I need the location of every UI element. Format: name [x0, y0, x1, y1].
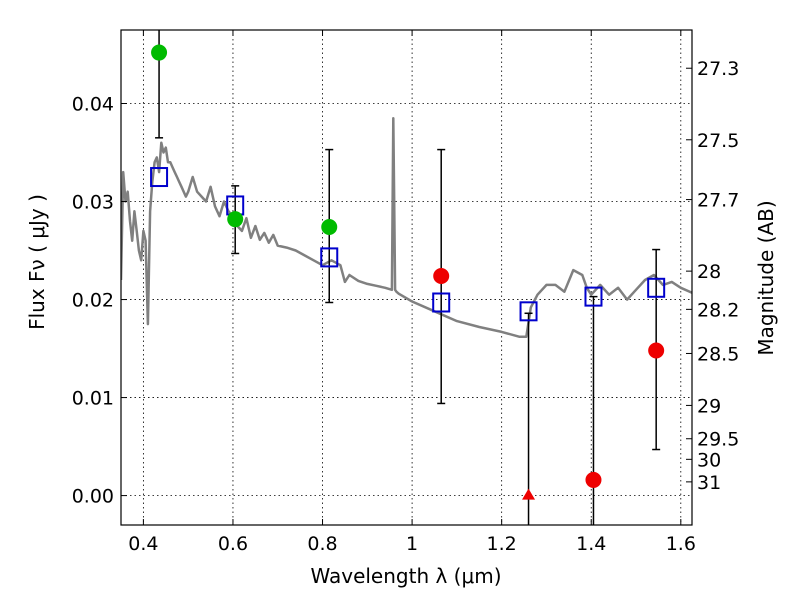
y2-tick-label: 28	[697, 261, 721, 283]
model-flux-square	[320, 247, 339, 268]
spectrum-line	[121, 116, 692, 339]
y-tick-label: 0.01	[72, 388, 114, 410]
axis-ticks: 0.4 0.6 0.8 1 1.2 1.4 1.6 0.00 0.01 0.02 0.03 0.04 2…	[72, 30, 739, 555]
y2-tick-label: 28.2	[697, 299, 739, 321]
x-tick-label: 1.4	[576, 533, 606, 555]
plot-frame	[120, 29, 693, 526]
observed-flux-point	[585, 471, 602, 488]
y-tick-label: 0.04	[72, 94, 114, 116]
y2-tick-label: 29.5	[697, 429, 739, 451]
x-tick-label: 1	[406, 533, 418, 555]
model-flux-square	[150, 167, 169, 188]
y2-tick-label: 27.3	[697, 58, 739, 80]
x-tick-label: 0.8	[307, 533, 337, 555]
x-tick-label: 0.4	[128, 533, 158, 555]
observed-flux-point	[433, 268, 450, 285]
template-spectrum	[121, 116, 692, 339]
y2-tick-label: 29	[697, 395, 721, 417]
observed-flux-point	[227, 211, 244, 228]
upper-limit-triangle	[522, 488, 536, 500]
model-flux-square	[432, 292, 451, 313]
data-markers	[150, 44, 666, 500]
x-tick-label: 0.6	[218, 533, 248, 555]
y-tick-label: 0.03	[72, 192, 114, 214]
x-tick-label: 1.2	[487, 533, 517, 555]
y-tick-label: 0.00	[72, 486, 114, 508]
y2-tick-label: 27.5	[697, 130, 739, 152]
grid	[121, 30, 692, 525]
y-tick-label: 0.02	[72, 290, 114, 312]
y2-tick-label: 28.5	[697, 343, 739, 365]
observed-flux-point	[151, 44, 168, 61]
observed-flux-point	[648, 342, 665, 359]
x-axis-label: Wavelength λ (μm)	[310, 564, 501, 588]
y2-axis-label: Magnitude (AB)	[754, 200, 778, 355]
observed-flux-point	[321, 219, 338, 236]
y2-tick-label: 31	[697, 472, 721, 494]
model-flux-square	[647, 277, 666, 298]
y2-tick-label: 27.7	[697, 190, 739, 212]
model-flux-square	[584, 286, 603, 307]
y2-tick-label: 30	[697, 449, 721, 471]
x-tick-label: 1.6	[666, 533, 696, 555]
model-flux-square	[519, 301, 538, 322]
y-axis-label: Flux Fν ( μJy )	[25, 194, 49, 330]
plot-background	[121, 30, 692, 525]
